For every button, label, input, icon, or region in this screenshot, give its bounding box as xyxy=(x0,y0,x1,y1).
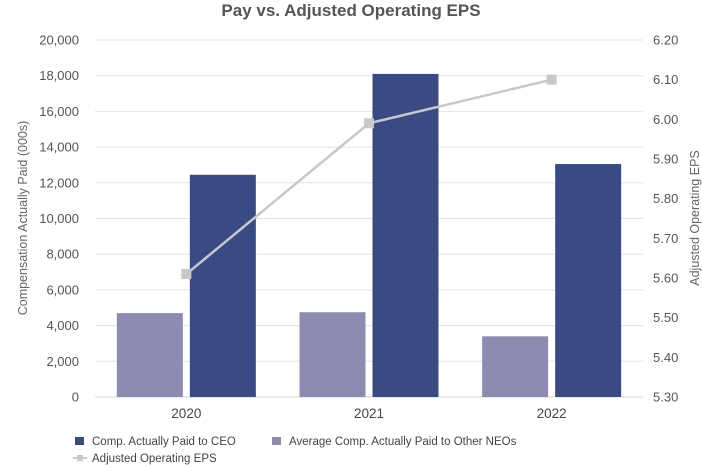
y2-tick-label: 6.20 xyxy=(653,33,678,48)
y-tick-label: 18,000 xyxy=(39,68,79,83)
eps-point xyxy=(181,269,192,280)
y-tick-label: 12,000 xyxy=(39,175,79,190)
legend-label: Adjusted Operating EPS xyxy=(92,453,217,465)
bar xyxy=(372,73,439,397)
y2-tick-label: 5.30 xyxy=(653,390,678,405)
y2-tick-label: 6.00 xyxy=(653,112,678,127)
y2-axis-label: Adjusted Operating EPS xyxy=(688,150,702,286)
bar xyxy=(189,174,256,397)
line-layer xyxy=(181,74,557,280)
legend: Comp. Actually Paid to CEO Average Comp. … xyxy=(73,436,517,465)
bar xyxy=(555,164,622,397)
y-tick-label: 20,000 xyxy=(39,33,79,48)
y2-tick-label: 5.80 xyxy=(653,191,678,206)
bar-layer xyxy=(116,73,622,397)
y-axis-left: 0 2,000 4,000 6,000 8,000 10,000 12,000 14,000 1… xyxy=(39,33,79,405)
y-tick-label: 16,000 xyxy=(39,104,79,119)
y2-tick-label: 5.50 xyxy=(653,310,678,325)
y-axis-right: 5.30 5.40 5.50 5.60 5.70 5.80 5.90 6.00 6.10 6.20 xyxy=(653,33,678,405)
y2-tick-label: 5.90 xyxy=(653,152,678,167)
y-tick-label: 10,000 xyxy=(39,211,79,226)
bar xyxy=(116,313,183,397)
chart-title: Pay vs. Adjusted Operating EPS xyxy=(221,1,480,20)
legend-label: Comp. Actually Paid to CEO xyxy=(92,436,236,448)
legend-label: Average Comp. Actually Paid to Other NEO… xyxy=(289,436,517,448)
y-tick-label: 0 xyxy=(72,390,79,405)
y-tick-label: 2,000 xyxy=(46,354,79,369)
y-tick-label: 6,000 xyxy=(46,282,79,297)
y-tick-label: 14,000 xyxy=(39,140,79,155)
y-tick-label: 8,000 xyxy=(46,247,79,262)
legend-marker xyxy=(272,437,281,445)
bar xyxy=(482,336,549,397)
x-axis: 2020 2021 2022 xyxy=(171,406,566,421)
eps-point xyxy=(546,74,557,85)
y2-tick-label: 5.60 xyxy=(653,271,678,286)
eps-point xyxy=(364,118,374,129)
x-tick-label: 2022 xyxy=(537,406,567,421)
legend-marker xyxy=(77,455,83,461)
legend-marker xyxy=(75,437,84,445)
x-tick-label: 2020 xyxy=(171,406,201,421)
y-tick-label: 4,000 xyxy=(46,318,79,333)
y2-tick-label: 5.70 xyxy=(653,231,678,246)
y2-tick-label: 5.40 xyxy=(653,350,678,365)
y2-tick-label: 6.10 xyxy=(653,72,678,87)
x-tick-label: 2021 xyxy=(354,406,384,421)
y-axis-label: Compensation Actually Paid (000s) xyxy=(16,121,30,316)
bar xyxy=(299,312,366,397)
